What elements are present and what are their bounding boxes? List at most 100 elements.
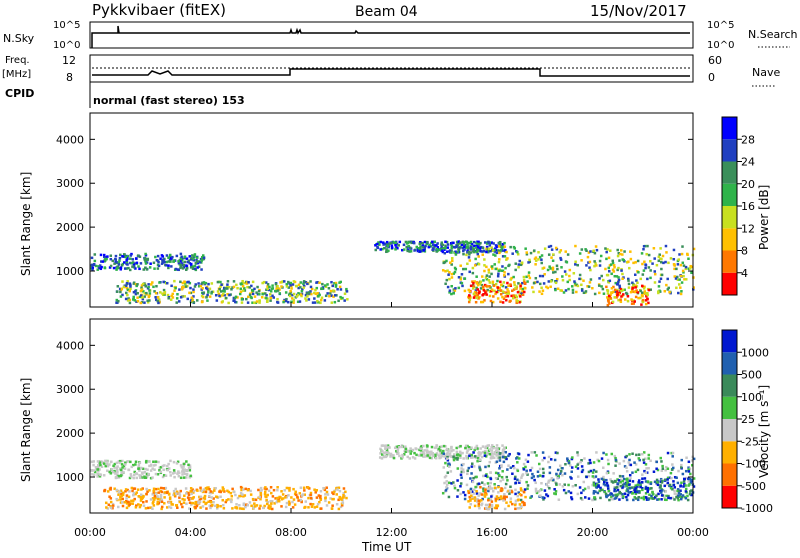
power-cell xyxy=(462,241,466,244)
power-cell xyxy=(466,246,470,250)
power-cell xyxy=(115,298,119,302)
velocity-cell xyxy=(186,496,190,499)
velocity-cell xyxy=(178,500,182,504)
velocity-cell xyxy=(547,479,551,483)
velocity-cell xyxy=(460,470,463,474)
velocity-cell xyxy=(117,505,120,509)
power-cell xyxy=(556,267,559,271)
power-cell xyxy=(440,245,443,248)
velocity-cell xyxy=(379,452,382,455)
velocity-cell xyxy=(663,498,667,502)
power-cell xyxy=(306,295,309,298)
velocity-cell xyxy=(566,457,569,460)
power-cell xyxy=(169,298,173,301)
velocity-cell xyxy=(435,444,438,447)
power-cell xyxy=(223,293,226,297)
velocity-cell xyxy=(625,482,628,486)
power-cell xyxy=(243,287,246,290)
velocity-cell xyxy=(141,467,145,471)
power-cell xyxy=(440,241,444,244)
power-cell xyxy=(187,280,190,284)
power-cell xyxy=(116,285,120,288)
power-cell xyxy=(482,285,485,288)
velocity-cell xyxy=(176,460,180,464)
velocity-cell xyxy=(479,492,482,495)
velocity-cell xyxy=(537,490,540,493)
power-cell xyxy=(503,271,506,274)
power-cell xyxy=(282,280,286,283)
power-cell xyxy=(615,282,619,286)
velocity-cell xyxy=(616,482,620,485)
velocity-cell xyxy=(259,486,263,490)
velocity-cell xyxy=(684,484,687,487)
power-cell xyxy=(614,281,617,285)
velocity-cell xyxy=(189,503,193,506)
velocity-cell xyxy=(409,447,412,450)
velocity-cell xyxy=(634,484,637,487)
power-cell xyxy=(159,257,162,260)
power-cell xyxy=(449,261,452,264)
power-cell xyxy=(165,254,169,257)
power-cell xyxy=(316,291,319,295)
velocity-cell xyxy=(650,496,653,500)
velocity-cell xyxy=(139,466,143,470)
velocity-cell xyxy=(120,463,124,466)
power-cell xyxy=(523,290,526,294)
velocity-cell xyxy=(666,467,670,471)
velocity-cell xyxy=(132,473,136,477)
power-cell xyxy=(173,289,176,292)
power-cell xyxy=(389,241,393,245)
velocity-cell xyxy=(472,488,476,492)
velocity-cell xyxy=(103,489,106,493)
power-cell xyxy=(176,293,179,296)
power-cell xyxy=(202,256,206,259)
velocity-cell xyxy=(331,491,334,494)
power-cell xyxy=(476,288,480,291)
power-cell xyxy=(97,265,100,268)
power-cell xyxy=(503,274,506,277)
power-cell xyxy=(133,299,137,302)
velocity-cell xyxy=(687,460,691,464)
power-cell xyxy=(115,268,118,271)
power-cell xyxy=(480,300,483,304)
power-cell xyxy=(533,257,537,261)
power-cell xyxy=(676,259,680,263)
velocity-cell xyxy=(490,495,493,498)
power-cell xyxy=(185,267,189,270)
nsky-label: N.Sky xyxy=(3,32,35,45)
velocity-cell xyxy=(593,497,597,501)
velocity-cell xyxy=(284,496,287,499)
power-cell xyxy=(131,258,135,261)
power-cell xyxy=(290,300,293,304)
power-cell xyxy=(461,284,464,288)
velocity-cell xyxy=(497,474,501,477)
power-cell xyxy=(580,289,584,292)
velocity-cell xyxy=(494,499,498,503)
power-cell xyxy=(258,301,261,304)
power-cell xyxy=(180,262,184,265)
power-cell xyxy=(516,253,520,256)
velocity-cell xyxy=(594,490,597,493)
power-cell xyxy=(462,249,465,253)
power-cell xyxy=(240,301,244,304)
velocity-cell xyxy=(125,502,129,505)
velocity-cell xyxy=(499,495,503,498)
velocity-cell xyxy=(200,489,204,493)
velocity-cell xyxy=(92,463,95,467)
velocity-cell xyxy=(478,506,481,510)
velocity-cell xyxy=(642,451,646,454)
power-ylabel: Slant Range [km] xyxy=(19,172,33,276)
velocity-cell xyxy=(580,458,583,462)
power-cell xyxy=(497,245,501,248)
velocity-cell xyxy=(570,466,574,469)
power-cell xyxy=(444,240,447,244)
velocity-cell xyxy=(562,488,566,492)
velocity-cell xyxy=(143,471,146,474)
velocity-cell xyxy=(469,487,473,491)
velocity-cell xyxy=(580,465,584,468)
power-cell xyxy=(271,294,274,298)
power-cell xyxy=(483,264,486,267)
power-cell xyxy=(144,266,147,269)
velocity-cell xyxy=(190,492,193,496)
velocity-cell xyxy=(638,458,641,462)
